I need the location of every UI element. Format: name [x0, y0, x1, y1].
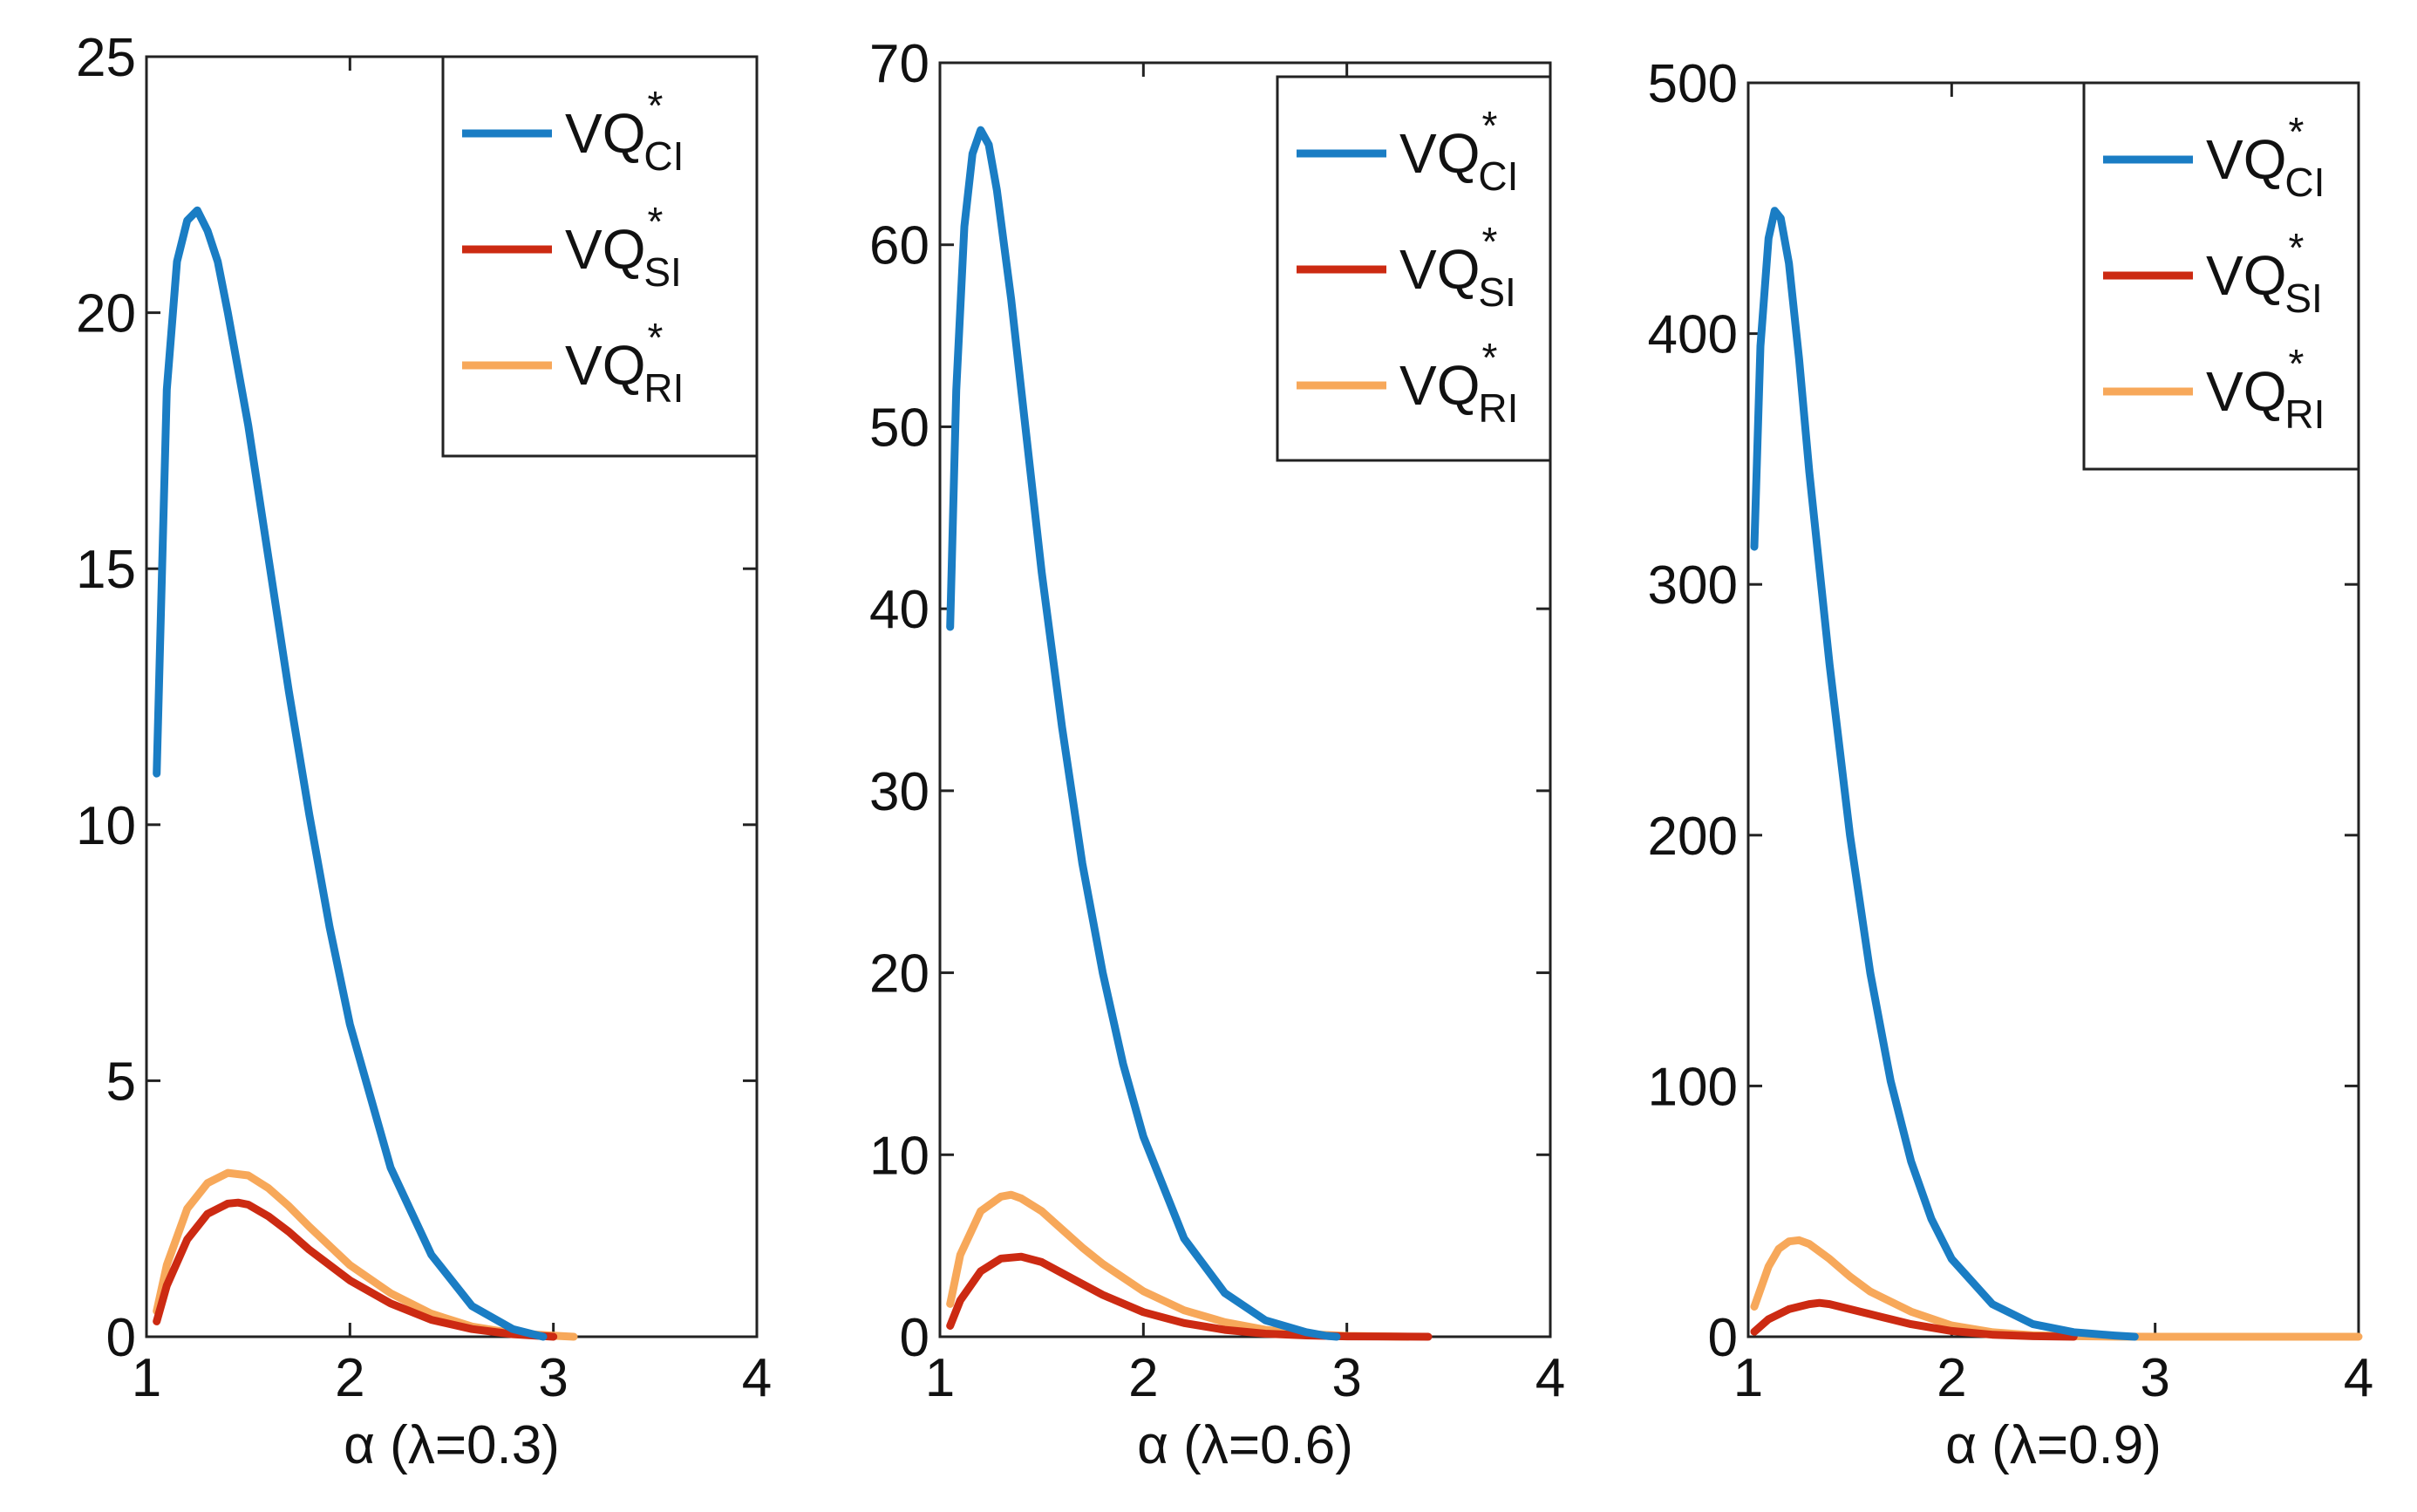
y-tick-label: 0 — [1708, 1308, 1738, 1368]
x-tick-label: 2 — [335, 1348, 364, 1408]
x-tick-label: 3 — [1331, 1348, 1361, 1408]
x-tick-label: 3 — [2140, 1348, 2169, 1408]
legend-label-ri: VQ* RI — [565, 315, 684, 411]
series-line-ci — [946, 126, 1341, 1341]
x-tick-label: 4 — [742, 1348, 772, 1408]
series-line-ci — [153, 206, 548, 1341]
axes-frame — [938, 61, 1552, 1338]
series-line-si — [946, 1252, 1433, 1341]
series-line-si — [153, 1198, 558, 1341]
legend-label-si: VQ* SI — [565, 199, 682, 295]
legend-label-ci: VQ* CI — [2206, 109, 2325, 205]
y-tick-label: 25 — [76, 28, 136, 88]
y-tick-label: 30 — [869, 762, 929, 822]
series-line-si — [1750, 1298, 2078, 1341]
x-tick-label: 2 — [1128, 1348, 1158, 1408]
y-tick-label: 0 — [106, 1308, 136, 1368]
legend-box — [441, 55, 759, 458]
legend-label-si: VQ* SI — [1399, 219, 1516, 315]
legend: VQ* CI VQ* SI VQ* RI — [441, 55, 759, 458]
y-tick-label: 40 — [869, 580, 929, 640]
x-axis-label: α (λ=0.3) — [344, 1415, 560, 1475]
x-tick-label: 2 — [1937, 1348, 1966, 1408]
x-tick-label: 3 — [538, 1348, 568, 1408]
x-tick-label: 1 — [925, 1348, 955, 1408]
y-tick-label: 0 — [900, 1308, 929, 1368]
y-tick-label: 500 — [1648, 54, 1738, 114]
y-tick-label: 50 — [869, 398, 929, 458]
x-tick-label: 1 — [1733, 1348, 1763, 1408]
y-tick-label: 10 — [869, 1126, 929, 1186]
legend-label-ri: VQ* RI — [1399, 335, 1518, 431]
y-tick-label: 70 — [869, 34, 929, 94]
y-tick-label: 400 — [1648, 305, 1738, 365]
x-tick-label: 4 — [2344, 1348, 2373, 1408]
y-tick-label: 5 — [106, 1052, 136, 1112]
legend: VQ* CI VQ* SI VQ* RI — [1276, 75, 1552, 462]
y-tick-label: 300 — [1648, 555, 1738, 616]
legend-label-ri: VQ* RI — [2206, 341, 2325, 437]
x-tick-label: 1 — [132, 1348, 161, 1408]
y-tick-label: 60 — [869, 216, 929, 276]
y-tick-label: 100 — [1648, 1057, 1738, 1117]
series-line-ri — [1750, 1236, 2363, 1341]
x-axis-label: α (λ=0.9) — [1945, 1415, 2162, 1475]
legend-label-si: VQ* SI — [2206, 225, 2323, 321]
legend-label-ci: VQ* CI — [1399, 103, 1518, 199]
series-line-ci — [1750, 207, 2139, 1341]
y-tick-label: 20 — [869, 944, 929, 1005]
chart-panel-1: 1 2 3 4 0 5 10 15 20 25 α (λ=0.3) VQ* CI VQ* SI VQ* RI — [76, 28, 772, 1475]
y-tick-label: 200 — [1648, 807, 1738, 867]
legend-label-ci: VQ* CI — [565, 83, 684, 179]
y-tick-label: 20 — [76, 284, 136, 344]
y-tick-label: 15 — [76, 540, 136, 600]
x-axis-label: α (λ=0.6) — [1137, 1415, 1353, 1475]
y-tick-label: 10 — [76, 796, 136, 856]
x-tick-label: 4 — [1535, 1348, 1565, 1408]
legend: VQ* CI VQ* SI VQ* RI — [2082, 81, 2360, 471]
series-line-ri — [153, 1168, 578, 1341]
